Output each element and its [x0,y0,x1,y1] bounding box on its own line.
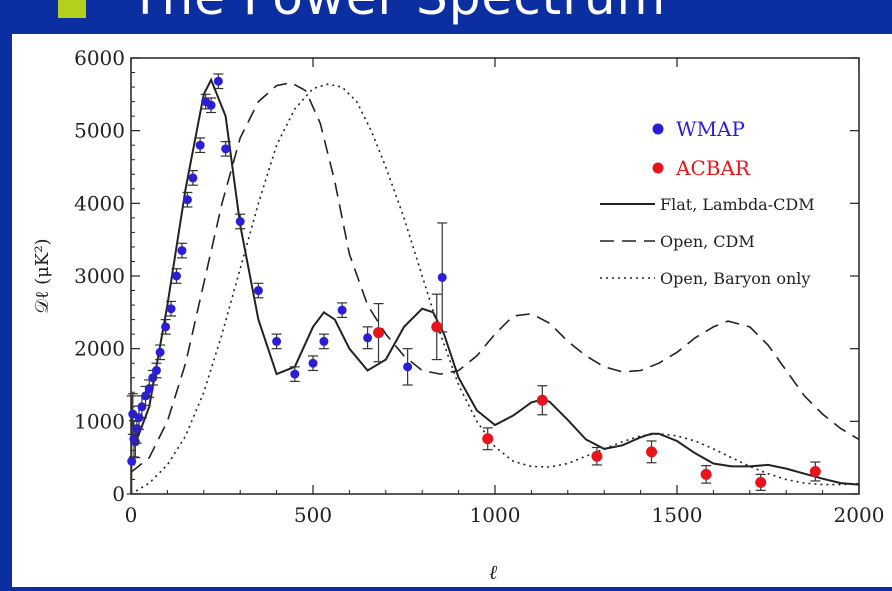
y-tick-label: 2000 [74,337,125,361]
title-bullet [58,0,86,18]
wmap-point [155,347,165,357]
wmap-point [141,391,151,401]
y-axis-label: 𝒟ℓ (μK²) [32,238,53,313]
curve-solid [130,77,860,486]
legend-marker-wmap [652,123,664,135]
legend: WMAP ACBAR Flat, Lambda-CDM Open, CDM Open, … [600,117,815,288]
x-tick-label: 1000 [470,503,521,527]
acbar-point [809,465,821,477]
legend-label-dotted: Open, Baryon only [660,269,810,288]
wmap-point [151,365,161,375]
legend-label-wmap: WMAP [676,117,745,141]
acbar-point [482,433,494,445]
wmap-point [290,369,300,379]
y-tick-label: 3000 [74,264,125,288]
x-axis-label: ℓ [489,560,498,584]
wmap-point [337,305,347,315]
wmap-point [177,246,187,256]
x-tick-label: 2000 [834,503,885,527]
y-axis: 0 1000 2000 3000 4000 5000 6000 [74,46,859,506]
legend-label-dashed: Open, CDM [660,232,755,251]
y-tick-label: 0 [112,482,125,506]
acbar-point [646,446,658,458]
slide-title: The Power Spectrum [130,0,666,26]
legend-label-solid: Flat, Lambda-CDM [660,195,815,214]
legend-marker-acbar [652,162,664,174]
wmap-point [182,195,192,205]
wmap-point [363,333,373,343]
x-tick-label: 0 [125,503,138,527]
power-spectrum-chart: 0 500 1000 1500 2000 0 1000 2000 3000 4000 5000 60… [32,46,885,584]
legend-label-acbar: ACBAR [675,156,751,180]
y-tick-label: 6000 [74,46,125,70]
wmap-point [235,217,245,226]
figure-panel: 0 500 1000 1500 2000 0 1000 2000 3000 4000 5000 60… [12,34,892,587]
x-tick-label: 1500 [652,503,703,527]
wmap-point [253,286,263,296]
model-curves [130,77,860,495]
acbar-point [755,476,767,488]
wmap-point [272,336,282,346]
x-tick-label: 500 [294,503,332,527]
wmap-point [130,437,140,447]
wmap-point [213,76,223,86]
wmap-point [195,140,205,150]
wmap-point [161,322,171,332]
slide-title-area: The Power Spectrum [0,0,892,34]
curve-dashed [130,81,860,473]
wmap-point [221,144,231,154]
wmap-point [172,271,181,281]
wmap-point [137,402,147,412]
wmap-point [308,358,318,368]
wmap-point [166,304,176,314]
data-points [126,73,821,495]
wmap-point [437,272,447,282]
acbar-point [591,450,603,462]
curve-dotted [130,83,860,495]
wmap-point [188,173,198,183]
acbar-point [431,321,443,333]
acbar-point [373,327,385,339]
y-tick-label: 4000 [74,191,125,215]
wmap-point [206,100,216,110]
y-tick-label: 5000 [74,119,125,143]
x-axis: 0 500 1000 1500 2000 [125,58,885,527]
wmap-point [144,384,154,394]
wmap-point [403,362,413,372]
wmap-point [132,424,142,434]
y-tick-label: 1000 [74,409,125,433]
acbar-point [536,394,548,406]
acbar-point [700,468,712,480]
wmap-point [319,336,329,346]
wmap-point [127,456,137,466]
